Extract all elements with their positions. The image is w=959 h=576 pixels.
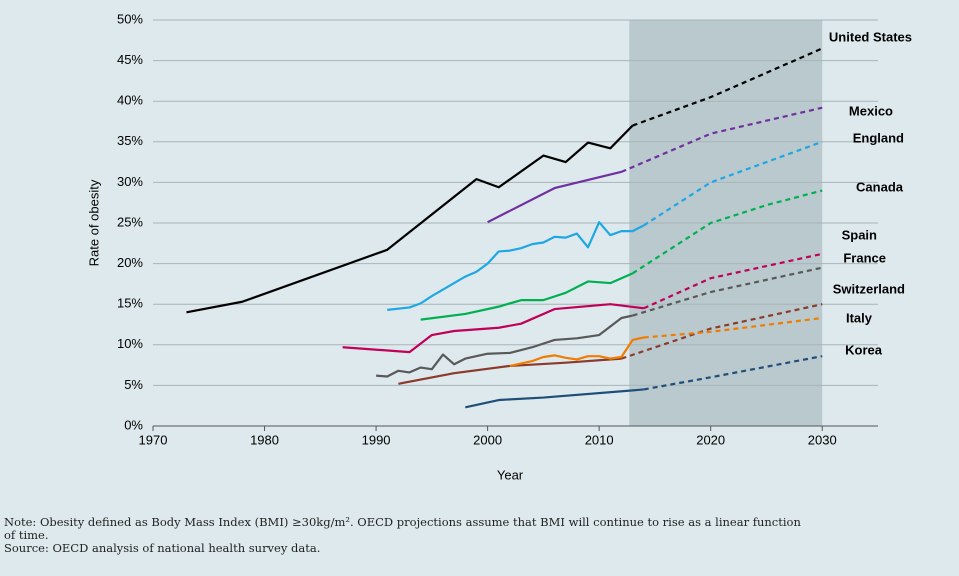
note: Note: Obesity defined as Body Mass Index… bbox=[4, 516, 959, 555]
x-tick-label: 1980 bbox=[250, 432, 279, 447]
y-tick-label: 40% bbox=[117, 93, 143, 108]
note-line: Note: Obesity defined as Body Mass Index… bbox=[4, 516, 801, 529]
series-label: Switzerland bbox=[833, 281, 905, 296]
series-line bbox=[509, 336, 645, 367]
series-label: France bbox=[843, 250, 886, 265]
series-label: England bbox=[853, 130, 904, 145]
projection-line bbox=[621, 303, 823, 360]
y-tick-label: 0% bbox=[124, 417, 143, 432]
series-label: United States bbox=[829, 29, 912, 44]
projection-line bbox=[643, 252, 823, 310]
projection-line bbox=[632, 47, 823, 127]
y-tick-label: 30% bbox=[117, 174, 143, 189]
x-tick-label: 2000 bbox=[473, 432, 502, 447]
x-tick-label: 2030 bbox=[808, 432, 837, 447]
y-tick-label: 45% bbox=[117, 52, 143, 67]
x-tick-label: 1990 bbox=[362, 432, 391, 447]
y-tick-label: 5% bbox=[124, 377, 143, 392]
projection-line bbox=[632, 266, 823, 317]
projection-line bbox=[632, 189, 823, 275]
projection-line bbox=[643, 316, 823, 339]
x-tick-label: 1970 bbox=[139, 432, 168, 447]
projection-line bbox=[621, 106, 823, 173]
series-line bbox=[186, 124, 634, 314]
series-line bbox=[420, 272, 634, 321]
note-line: Source: OECD analysis of national health… bbox=[4, 542, 321, 555]
series-line bbox=[342, 303, 644, 354]
series-label: Mexico bbox=[849, 103, 893, 118]
series-label: Spain bbox=[842, 227, 877, 242]
note-line: of time. bbox=[4, 529, 49, 542]
y-tick-label: 35% bbox=[117, 133, 143, 148]
y-axis-label: Rate of obesity bbox=[86, 179, 101, 266]
series-label: Italy bbox=[846, 310, 873, 325]
series-line bbox=[398, 357, 622, 385]
y-tick-label: 15% bbox=[117, 296, 143, 311]
series-label: Canada bbox=[856, 179, 904, 194]
chart: Rate of obesity Year 0% 5% 10% 15% 20% 25% 30%… bbox=[86, 11, 912, 482]
x-tick-label: 2010 bbox=[585, 432, 614, 447]
series-line bbox=[387, 221, 645, 311]
series-line bbox=[465, 388, 644, 409]
series-line bbox=[487, 170, 622, 224]
series-label: Korea bbox=[845, 342, 883, 357]
projection-line bbox=[643, 355, 823, 391]
y-tick-label: 20% bbox=[117, 255, 143, 270]
series-line bbox=[375, 314, 633, 378]
y-tick-label: 25% bbox=[117, 214, 143, 229]
y-tick-label: 10% bbox=[117, 336, 143, 351]
x-tick-label: 2020 bbox=[696, 432, 725, 447]
x-axis-label: Year bbox=[497, 467, 524, 482]
y-tick-label: 50% bbox=[117, 11, 143, 26]
